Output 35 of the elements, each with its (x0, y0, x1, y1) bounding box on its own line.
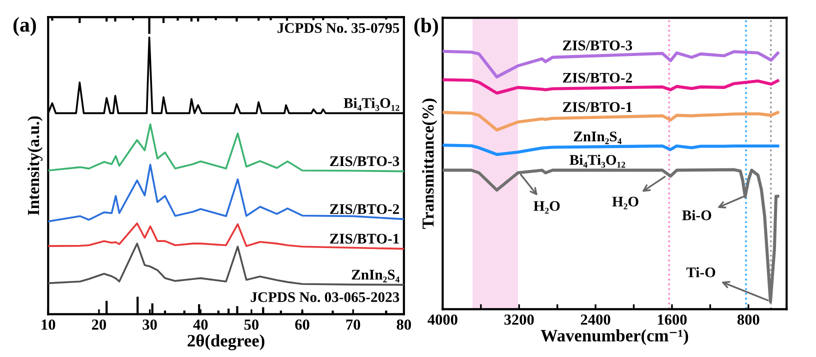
series-label: JCPDS No. 03-065-2023 (250, 292, 400, 302)
x-tick-label: 20 (92, 319, 106, 330)
x-tick-label: 2400 (580, 314, 610, 325)
series-label: ZIS/BTO-2 (330, 204, 400, 214)
x-tick-label: 4000 (428, 314, 458, 325)
series-label: Bi₄Ti₃O₁₂ (570, 154, 626, 168)
x-tick-label: 3200 (504, 314, 534, 325)
annotation: H₂O (612, 196, 638, 210)
chart-title: (a) (13, 17, 36, 36)
series-label: ZIS/BTO-2 (563, 72, 632, 83)
chart-title: (b) (414, 18, 438, 37)
annotation: Bi-O (682, 210, 712, 220)
series-label: ZnIn₂S₄ (352, 270, 400, 282)
annotation: Ti-O (686, 267, 716, 278)
x-axis-title: 2θ(degree) (188, 334, 264, 350)
series-label: ZIS/BTO-3 (330, 156, 400, 166)
x-axis-title: Wavenumber(cm⁻¹) (540, 329, 688, 346)
series-label: ZIS/BTO-1 (563, 102, 632, 112)
x-tick-label: 1600 (658, 314, 687, 325)
annotation: H₂O (534, 201, 560, 214)
x-tick-label: 60 (295, 319, 310, 330)
series-label: Bi₄Ti₃O₁₂ (344, 98, 400, 111)
x-tick-label: 800 (737, 314, 760, 325)
y-axis-title: Intensity(a.u.) (27, 116, 43, 216)
series-label: ZIS/BTO-3 (563, 40, 632, 50)
series-label: ZnIn₂S₄ (574, 132, 622, 144)
y-axis-title: Transmittance(%) (422, 98, 438, 229)
x-tick-label: 30 (142, 319, 157, 330)
x-tick-label: 40 (193, 319, 208, 330)
x-tick-label: 10 (42, 319, 56, 330)
x-tick-label: 80 (396, 319, 411, 330)
x-tick-label: 50 (244, 319, 258, 330)
series-label: ZIS/BTO-1 (330, 234, 399, 244)
series-label: JCPDS No. 35-0795 (278, 23, 400, 33)
x-tick-label: 70 (346, 319, 360, 330)
